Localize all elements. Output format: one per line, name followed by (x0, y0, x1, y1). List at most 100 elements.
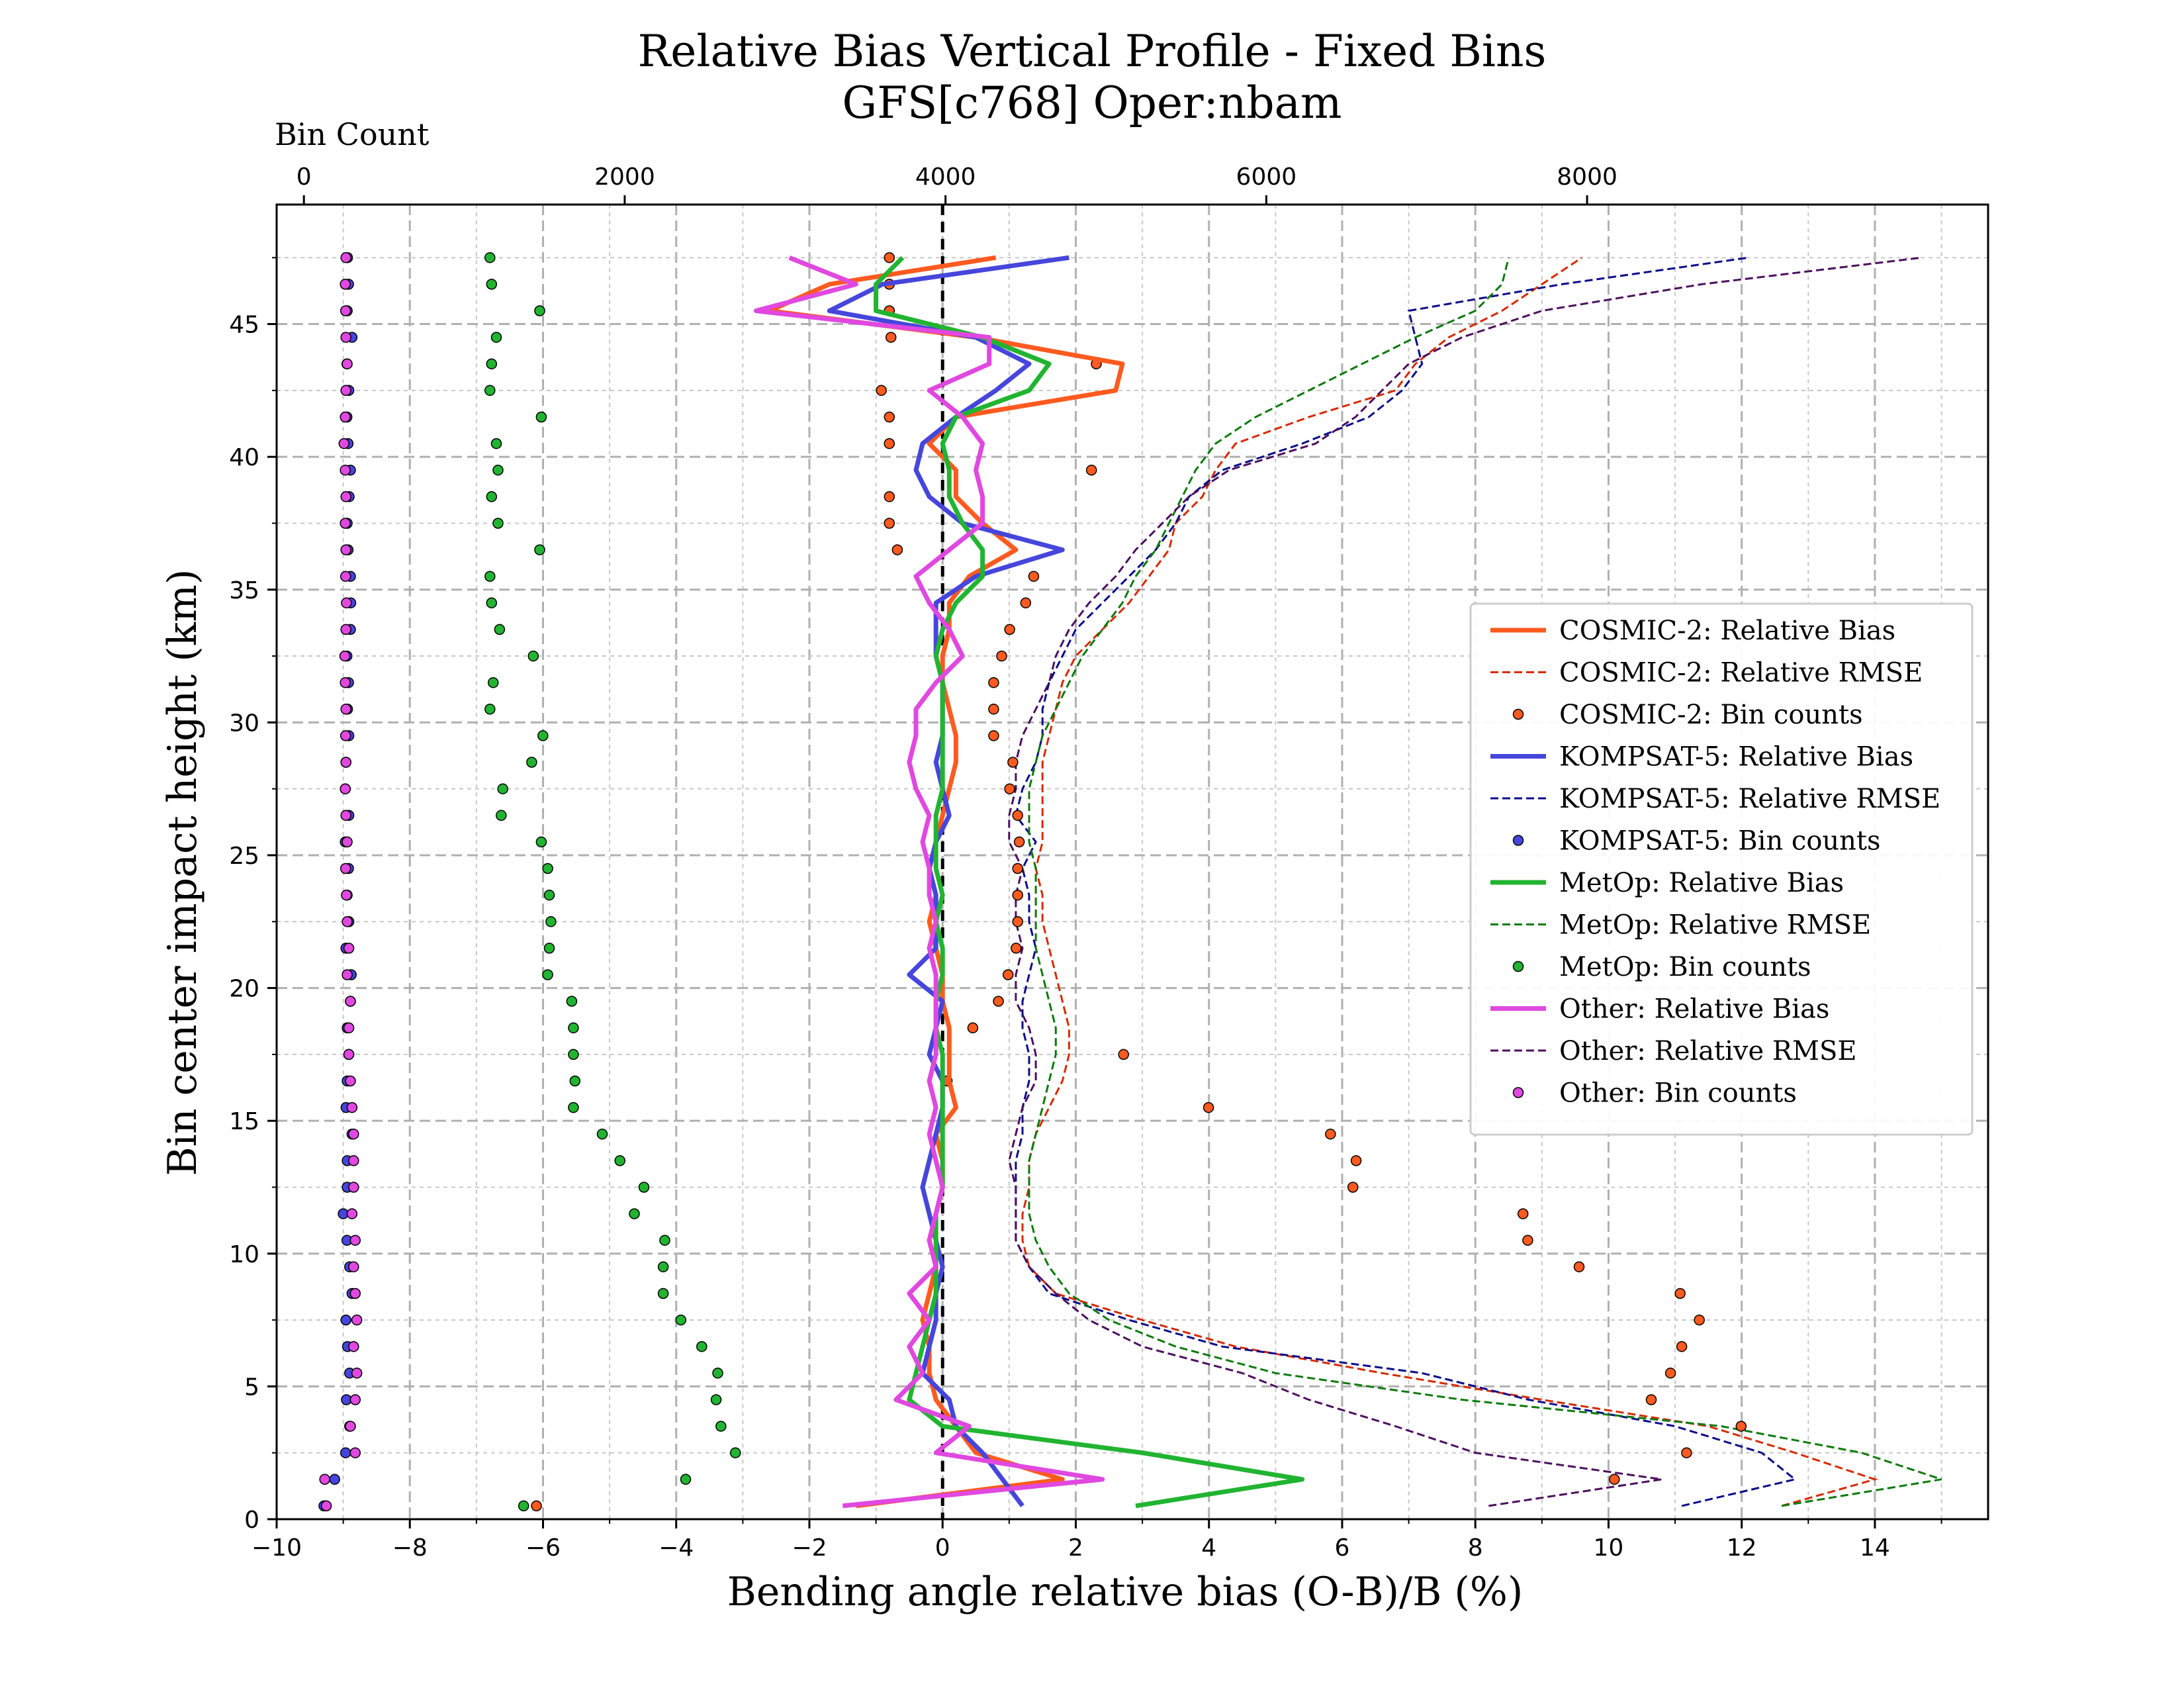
y-tick-label: 10 (229, 1241, 259, 1268)
cosmic-2-bin-count-point (876, 385, 887, 397)
legend-swatch-marker (1512, 835, 1524, 846)
chart-subtitle: GFS[c768] Oper:nbam (842, 77, 1342, 128)
other-bin-count-point (319, 1474, 330, 1485)
other-bin-count-point (348, 1155, 359, 1166)
other-bin-count-point (320, 1500, 332, 1512)
x-tick-label: −2 (792, 1534, 827, 1562)
cosmic-2-bin-count-point (988, 704, 999, 715)
y-tick-label: 30 (229, 710, 259, 737)
metop-bin-count-point (486, 597, 498, 609)
other-bin-count-point (340, 544, 351, 555)
y-tick-label: 15 (229, 1108, 259, 1135)
x-tick-label: 6 (1335, 1534, 1350, 1562)
legend-label: Other: Bin counts (1559, 1078, 1797, 1109)
metop-bin-count-point (526, 757, 537, 768)
other-bin-count-point (351, 1368, 363, 1379)
legend-entry-cosmic-2-count: COSMIC-2: Bin counts (1512, 700, 1863, 730)
metop-bin-count-point (638, 1182, 650, 1193)
kompsat-5-bin-count-point (329, 1474, 340, 1485)
legend-label: MetOp: Bin counts (1559, 952, 1811, 982)
other-bin-count-point (340, 464, 351, 476)
legend-entry-other-bias: Other: Relative Bias (1490, 994, 1829, 1025)
legend-entry-cosmic-2-bias: COSMIC-2: Relative Bias (1490, 616, 1895, 646)
cosmic-2-rmse-line (1021, 256, 1878, 1507)
legend: COSMIC-2: Relative Bias COSMIC-2: Relativ… (1469, 602, 1974, 1136)
legend-label: MetOp: Relative RMSE (1559, 910, 1871, 941)
cosmic-2-bias-line (767, 255, 1125, 1509)
other-bin-count-point (348, 1182, 359, 1193)
metop-bin-count-point (657, 1288, 669, 1299)
metop-bin-count-point (494, 624, 506, 635)
x-tick-label: −10 (251, 1534, 302, 1562)
metop-bin-count-point (535, 411, 547, 423)
other-bin-count-point (341, 916, 353, 927)
metop-bin-count-point (490, 332, 502, 343)
cosmic-2-bin-count-point (1012, 810, 1023, 821)
kompsat-5-bin-count-point (340, 1314, 351, 1326)
cosmic-2-bin-count-point (1004, 783, 1015, 794)
metop-bin-count-point (545, 916, 557, 927)
metop-bin-count-point (537, 730, 549, 741)
y-tick-label: 0 (244, 1507, 259, 1534)
y-tick-label: 35 (229, 577, 259, 604)
legend-entry-kompsat-5-count: KOMPSAT-5: Bin counts (1512, 826, 1881, 857)
cosmic-2-bin-count-point (1004, 624, 1015, 635)
metop-bin-count-point (566, 996, 578, 1007)
other-bias-line (754, 255, 1105, 1509)
metop-bin-count-point (487, 677, 499, 688)
other-bin-count-point (340, 863, 351, 874)
y-axis-label: Bin center impact height (km) (159, 569, 206, 1176)
cosmic-2-bin-count-point (1012, 916, 1023, 927)
metop-bin-count-point (568, 1022, 579, 1034)
y-tick-label: 25 (229, 843, 259, 870)
legend-label: COSMIC-2: Relative RMSE (1559, 658, 1923, 688)
cosmic-2-bin-count-point (1645, 1394, 1657, 1405)
x-tick-label: 0 (935, 1534, 950, 1562)
other-bin-count-point (340, 757, 351, 768)
metop-bin-count-point (490, 438, 502, 449)
legend-entry-kompsat-5-rmse: KOMPSAT-5: Relative RMSE (1490, 784, 1940, 814)
other-bin-count-point (340, 332, 351, 343)
metop-bin-count-point (484, 385, 496, 397)
cosmic-2-bin-count-point (967, 1022, 979, 1034)
metop-bin-count-point (527, 650, 539, 662)
metop-bin-count-point (729, 1447, 741, 1458)
metop-bin-count-point (680, 1474, 692, 1485)
cosmic-2-bin-count-point (884, 252, 895, 263)
other-bin-count-point (351, 1314, 363, 1326)
other-bin-count-point (340, 624, 351, 635)
top-tick-label: 6000 (1236, 164, 1297, 191)
metop-bin-count-point (696, 1340, 707, 1352)
other-bin-count-point (345, 996, 356, 1007)
legend-label: COSMIC-2: Relative Bias (1559, 616, 1895, 646)
cosmic-2-bin-count-point (1522, 1235, 1533, 1246)
cosmic-2-bin-count-point (884, 411, 895, 423)
x-tick-label: 14 (1860, 1534, 1890, 1562)
y-tick-label: 20 (229, 976, 259, 1003)
metop-bin-count-point (675, 1314, 687, 1326)
chart-title: Relative Bias Vertical Profile - Fixed B… (638, 26, 1547, 77)
legend-label: KOMPSAT-5: Relative RMSE (1559, 784, 1940, 814)
legend-label: KOMPSAT-5: Relative Bias (1559, 742, 1913, 773)
cosmic-2-bin-count-point (1007, 757, 1019, 768)
other-bin-count-point (339, 650, 351, 662)
metop-bin-count-point (534, 305, 545, 316)
metop-bin-count-point (659, 1235, 670, 1246)
metop-bin-count-point (535, 836, 547, 848)
metop-bin-count-point (596, 1128, 608, 1140)
cosmic-2-bin-count-point (1573, 1261, 1585, 1273)
other-bin-count-point (340, 385, 351, 397)
metop-bin-count-point (712, 1368, 723, 1379)
metop-bin-count-point (569, 1075, 581, 1087)
other-bin-count-point (340, 677, 351, 688)
cosmic-2-bin-count-point (1694, 1314, 1705, 1326)
legend-entry-other-rmse: Other: Relative RMSE (1490, 1036, 1857, 1066)
metop-bin-count-point (484, 571, 496, 582)
metop-bin-count-point (486, 279, 498, 290)
other-bin-count-point (340, 518, 351, 529)
other-bin-count-point (340, 783, 351, 794)
cosmic-2-bin-count-point (1011, 943, 1022, 954)
cosmic-2-bin-count-point (884, 518, 895, 529)
other-bin-count-point (349, 1288, 361, 1299)
